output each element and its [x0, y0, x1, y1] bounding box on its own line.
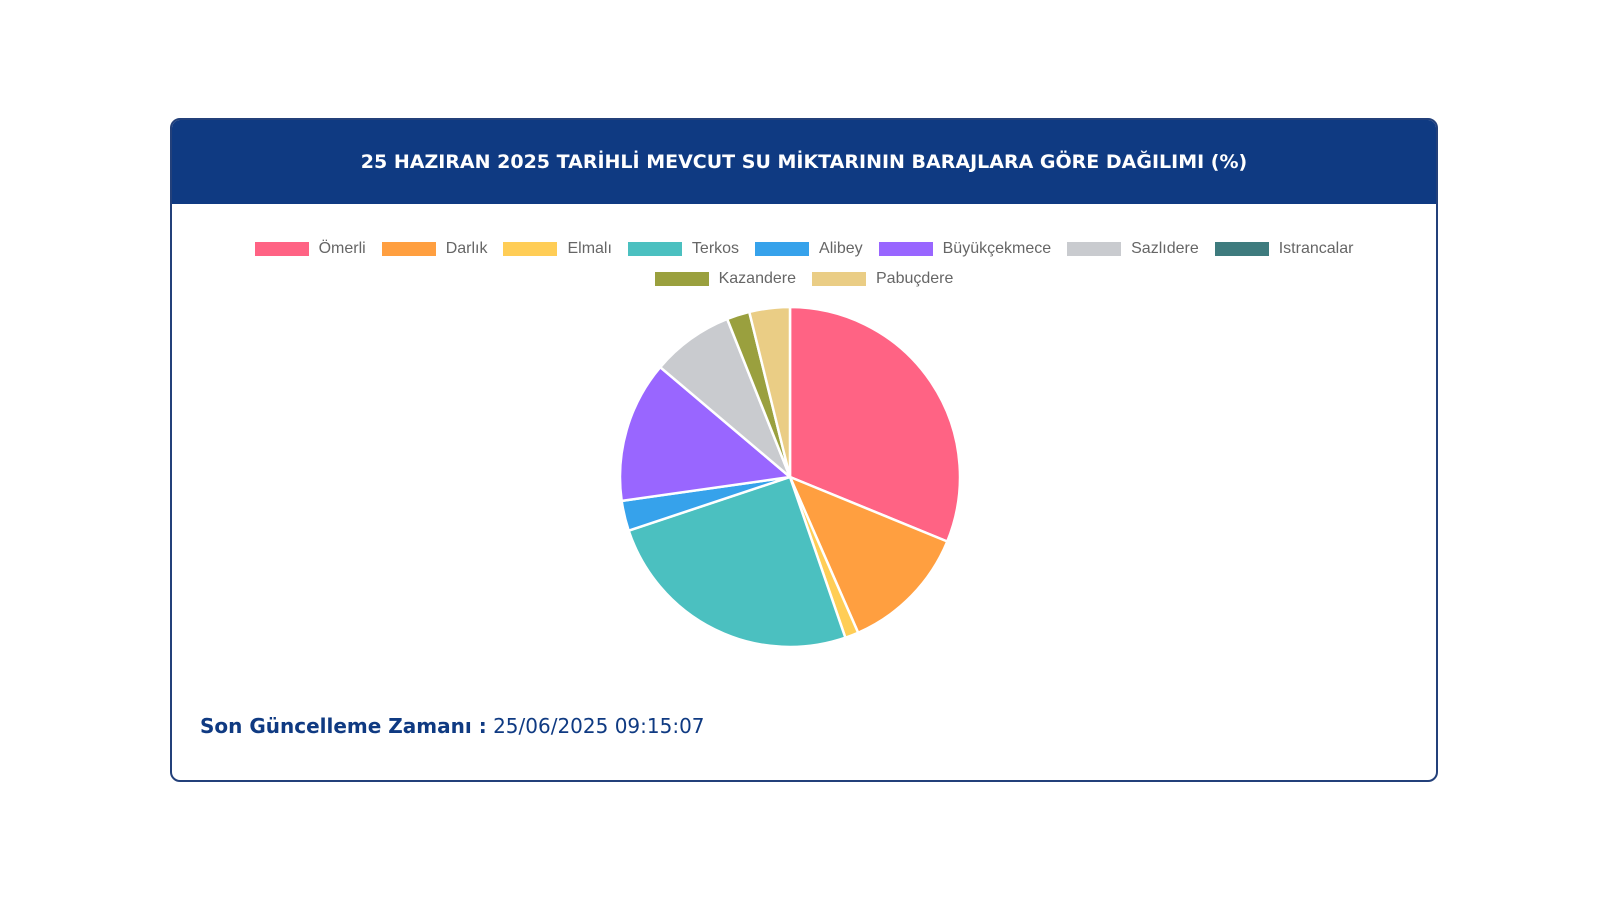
chart-title: 25 HAZIRAN 2025 TARİHLİ MEVCUT SU MİKTAR…: [360, 151, 1248, 173]
legend-item-elmali[interactable]: Elmalı: [503, 240, 612, 258]
legend-swatch: [254, 242, 309, 256]
legend-label: Pabuçdere: [876, 270, 954, 287]
legend-item-kazandere[interactable]: Kazandere: [654, 270, 796, 288]
legend-label: Darlık: [445, 240, 488, 257]
legend-label: Elmalı: [567, 240, 612, 257]
pie-slice-buyukcekmece[interactable]: [618, 365, 793, 503]
pie-slice-darlik[interactable]: [787, 474, 949, 635]
legend-item-buyukcekmece[interactable]: Büyükçekmece: [878, 240, 1052, 258]
legend-item-darlik[interactable]: Darlık: [381, 240, 488, 258]
legend-label: Büyükçekmece: [942, 240, 1052, 257]
legend-item-terkos[interactable]: Terkos: [627, 240, 740, 258]
legend-item-alibey[interactable]: Alibey: [755, 240, 863, 258]
legend-swatch: [812, 272, 866, 286]
legend-swatch: [1067, 242, 1122, 256]
legend-swatch: [654, 272, 709, 286]
legend-swatch: [627, 242, 682, 256]
legend-label: Istrancalar: [1278, 240, 1354, 257]
legend-label: Alibey: [819, 240, 863, 257]
legend-label: Sazlıdere: [1131, 240, 1199, 257]
chart-card: 25 HAZIRAN 2025 TARİHLİ MEVCUT SU MİKTAR…: [170, 118, 1438, 782]
last-update-value: 25/06/2025 09:15:07: [493, 714, 705, 738]
legend-label: Terkos: [691, 240, 740, 257]
chart-legend: Ömerli Darlık Elmalı Terkos Alibey Büyükçekme…: [172, 240, 1436, 288]
card-header: 25 HAZIRAN 2025 TARİHLİ MEVCUT SU MİKTAR…: [172, 120, 1436, 204]
pie-chart: [618, 305, 962, 649]
last-update-label: Son Güncelleme Zamanı :: [200, 714, 487, 738]
pie-slice-terkos[interactable]: [627, 475, 847, 649]
pie-slice-omerli[interactable]: [788, 305, 962, 544]
legend-item-omerli[interactable]: Ömerli: [254, 240, 366, 258]
legend-item-pabucdere[interactable]: Pabuçdere: [812, 270, 953, 288]
legend-swatch: [503, 242, 558, 256]
legend-item-istrancalar[interactable]: Istrancalar: [1214, 240, 1354, 258]
legend-label: Kazandere: [718, 270, 796, 287]
legend-swatch: [1214, 242, 1269, 256]
legend-label: Ömerli: [318, 240, 366, 257]
legend-swatch: [878, 242, 933, 256]
legend-swatch: [755, 242, 810, 256]
last-update: Son Güncelleme Zamanı : 25/06/2025 09:15…: [200, 714, 705, 738]
legend-item-sazlidere[interactable]: Sazlıdere: [1067, 240, 1199, 258]
legend-swatch: [381, 242, 436, 256]
pie-slice-pabucdere[interactable]: [747, 305, 792, 478]
